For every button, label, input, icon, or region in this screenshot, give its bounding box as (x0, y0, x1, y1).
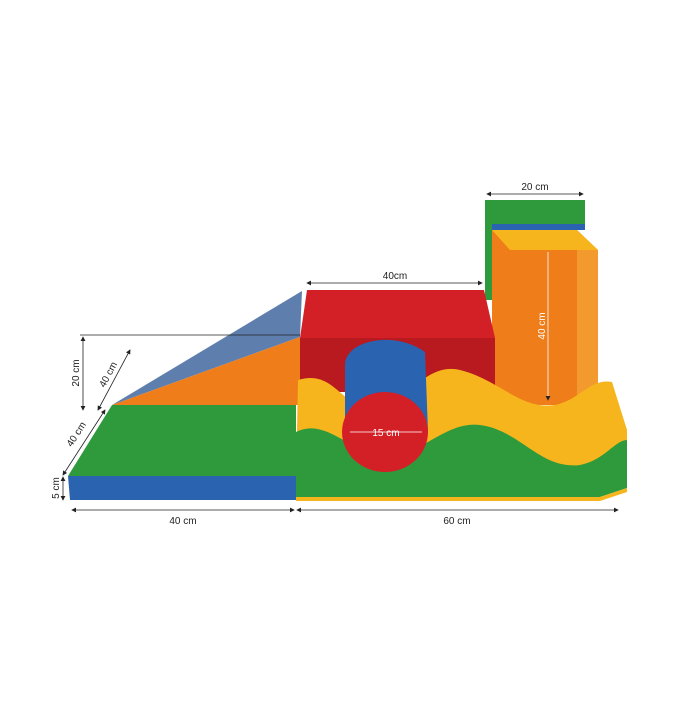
column-width-label: 20 cm (521, 182, 548, 193)
cylinder-diameter-label: 15 cm (372, 428, 399, 439)
cylinder-block (342, 339, 428, 472)
mat-depth-label: 40 cm (65, 420, 89, 449)
wedge-height-label: 20 cm (71, 359, 82, 386)
cube-width-label: 40cm (383, 271, 407, 282)
mat-thickness-label: 5 cm (51, 477, 62, 499)
mat-width-label: 40 cm (169, 516, 196, 527)
mat-block (68, 405, 296, 500)
wedge-block (112, 291, 302, 405)
dimension-lines (60, 191, 619, 513)
column-height-label: 40 cm (537, 312, 548, 339)
wave-width-label: 60 cm (443, 516, 470, 527)
column-block (485, 200, 598, 405)
